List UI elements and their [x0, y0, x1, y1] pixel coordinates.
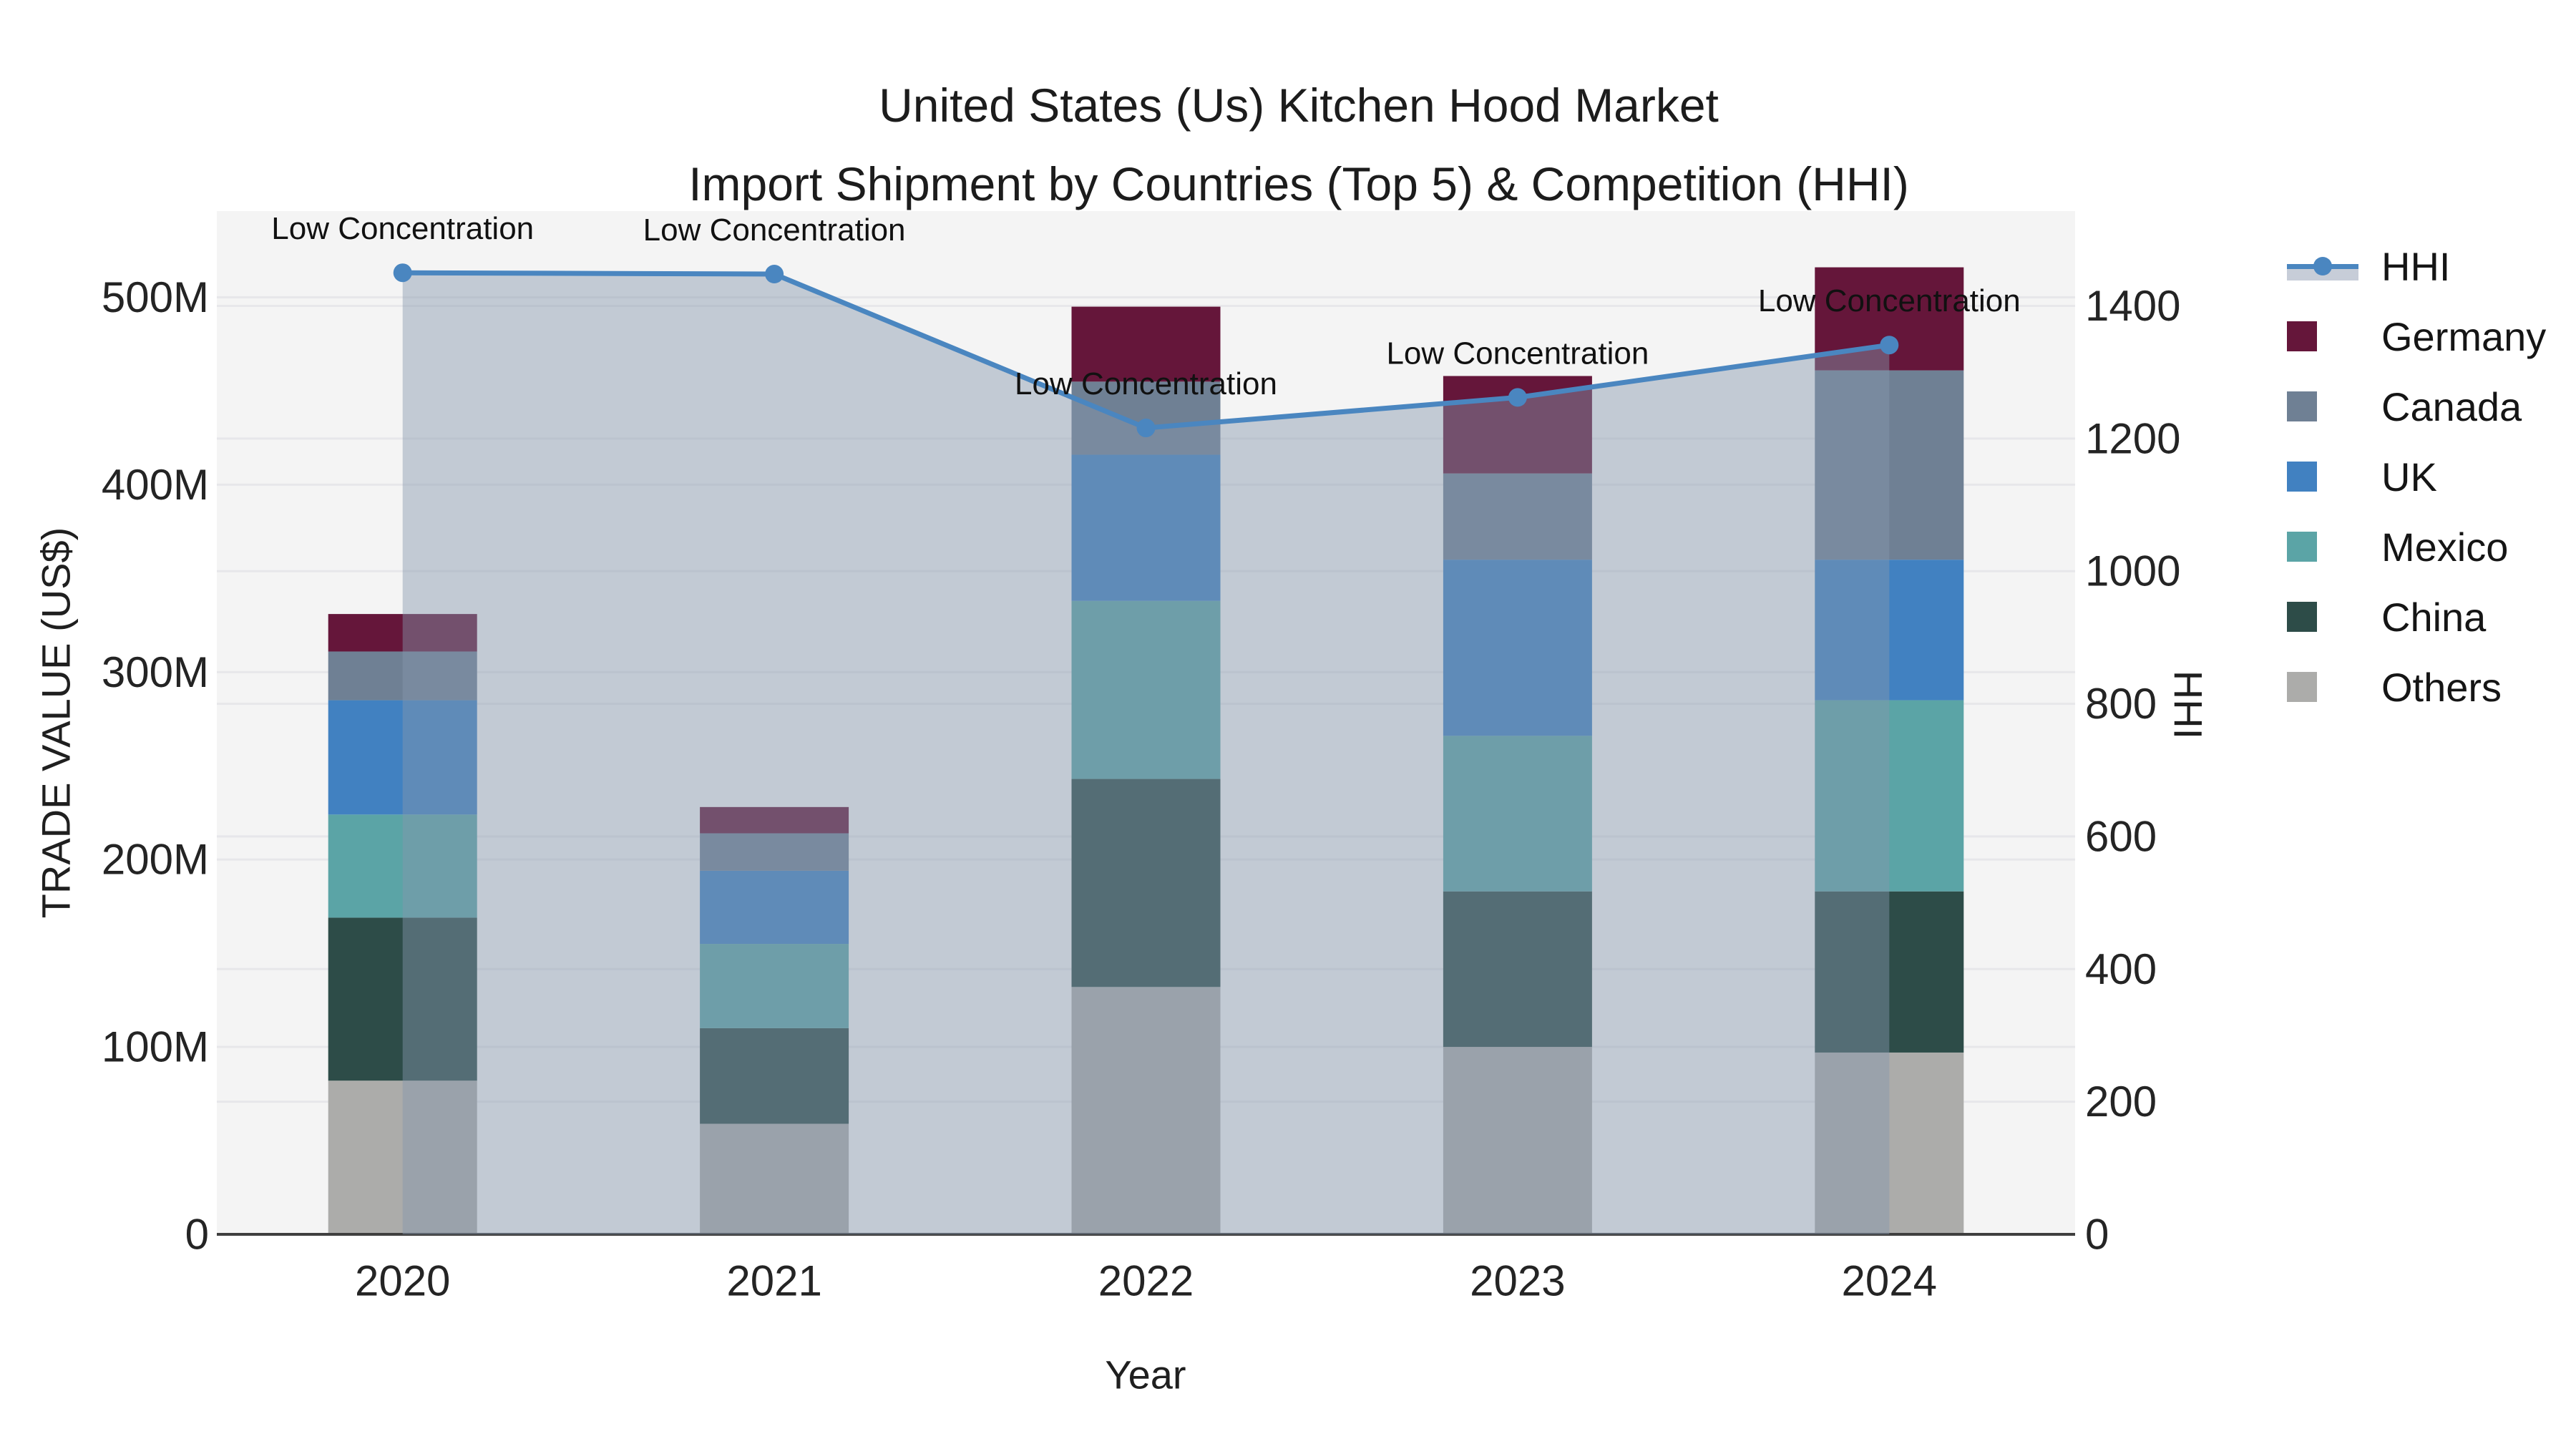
bar-segment-uk-2024: [1815, 560, 1964, 701]
x-axis-tick-label: 2022: [1098, 1257, 1194, 1305]
right-axis-tick-label: 1000: [2085, 547, 2180, 595]
left-axis-tick-label: 500M: [102, 273, 209, 321]
bar-segment-mexico-2022: [1071, 600, 1221, 779]
legend-item-canada[interactable]: Canada: [2287, 371, 2546, 441]
bar-segment-mexico-2021: [700, 944, 849, 1028]
bar-segment-canada-2020: [328, 651, 477, 701]
bar-segment-others-2020: [328, 1080, 477, 1234]
gridline-left-axis: [217, 296, 2075, 298]
left-axis-tick-label: 300M: [102, 648, 209, 696]
annotation-2021: Low Concentration: [643, 213, 906, 248]
legend-label: Mexico: [2381, 524, 2509, 570]
left-axis-tick-label: 200M: [102, 836, 209, 884]
bar-segment-china-2021: [700, 1028, 849, 1124]
hhi-line-sample-icon: [2287, 249, 2358, 283]
legend-label: Canada: [2381, 384, 2522, 429]
chart-title: United States (Us) Kitchen Hood Market I…: [11, 66, 2576, 223]
others-color-swatch-icon: [2287, 672, 2317, 702]
bar-segment-germany-2022: [1071, 306, 1221, 382]
bar-segment-others-2023: [1443, 1047, 1592, 1234]
left-axis-tick-label: 0: [185, 1211, 209, 1259]
x-axis-title: Year: [1105, 1352, 1186, 1397]
bar-segment-others-2024: [1815, 1052, 1964, 1234]
legend-label: China: [2381, 594, 2487, 640]
bar-segment-germany-2021: [700, 806, 849, 834]
hhi-marker-2021: [765, 265, 784, 284]
bar-segment-china-2024: [1815, 891, 1964, 1053]
bar-segment-mexico-2024: [1815, 700, 1964, 892]
legend-label: Germany: [2381, 313, 2547, 359]
legend-item-others[interactable]: Others: [2287, 652, 2546, 722]
left-axis-title: TRADE VALUE (US$): [33, 527, 79, 919]
legend-label: UK: [2381, 454, 2437, 499]
bar-segment-uk-2022: [1071, 454, 1221, 601]
bar-segment-mexico-2020: [328, 814, 477, 918]
right-axis-tick-label: 600: [2085, 812, 2157, 860]
uk-color-swatch-icon: [2287, 462, 2317, 492]
annotation-2024: Low Concentration: [1758, 283, 2021, 318]
bar-segment-germany-2020: [328, 614, 477, 652]
annotation-2023: Low Concentration: [1386, 336, 1649, 371]
hhi-marker-2023: [1508, 388, 1527, 407]
germany-color-swatch-icon: [2287, 321, 2317, 351]
hhi-marker-2024: [1880, 336, 1899, 355]
x-axis-baseline: [217, 1233, 2075, 1236]
bar-segment-china-2023: [1443, 891, 1592, 1048]
bar-segment-mexico-2023: [1443, 736, 1592, 892]
bar-segment-others-2021: [700, 1123, 849, 1234]
left-axis-tick-label: 400M: [102, 461, 209, 509]
hhi-marker-2020: [393, 263, 412, 283]
bar-segment-china-2020: [328, 917, 477, 1081]
right-axis-tick-label: 800: [2085, 680, 2157, 728]
legend-item-china[interactable]: China: [2287, 582, 2546, 652]
bar-segment-canada-2024: [1815, 370, 1964, 560]
legend: HHI Germany Canada UK Mexico China Others: [2287, 231, 2546, 722]
mexico-color-swatch-icon: [2287, 532, 2317, 562]
x-axis-tick-label: 2020: [355, 1257, 450, 1305]
hhi-marker-2022: [1136, 419, 1156, 438]
canada-color-swatch-icon: [2287, 391, 2317, 421]
bar-segment-china-2022: [1071, 779, 1221, 987]
chart-title-line2: Import Shipment by Countries (Top 5) & C…: [688, 157, 1909, 210]
legend-item-germany[interactable]: Germany: [2287, 301, 2546, 371]
bar-segment-canada-2022: [1071, 381, 1221, 455]
legend-item-mexico[interactable]: Mexico: [2287, 512, 2546, 582]
x-axis-tick-label: 2021: [726, 1257, 821, 1305]
x-axis-tick-label: 2024: [1842, 1257, 1937, 1305]
right-axis-tick-label: 0: [2085, 1211, 2109, 1259]
bar-segment-canada-2021: [700, 833, 849, 871]
legend-item-uk[interactable]: UK: [2287, 441, 2546, 512]
bar-segment-others-2022: [1071, 987, 1221, 1234]
china-color-swatch-icon: [2287, 602, 2317, 632]
right-axis-title: HHI: [2165, 670, 2211, 740]
gridline-right-axis: [217, 305, 2075, 308]
chart-title-line1: United States (Us) Kitchen Hood Market: [879, 79, 1719, 132]
bar-segment-uk-2023: [1443, 560, 1592, 736]
hhi-marker-sample: [2313, 257, 2332, 275]
legend-label: HHI: [2381, 243, 2451, 289]
hhi-area-fill: [402, 273, 1890, 1235]
annotation-2022: Low Concentration: [1015, 366, 1277, 401]
right-axis-tick-label: 400: [2085, 945, 2157, 993]
right-axis-tick-label: 1400: [2085, 282, 2180, 330]
bar-segment-uk-2021: [700, 870, 849, 945]
annotation-2020: Low Concentration: [271, 211, 534, 246]
right-axis-tick-label: 200: [2085, 1078, 2157, 1126]
right-axis-tick-label: 1200: [2085, 414, 2180, 462]
bar-segment-uk-2020: [328, 700, 477, 815]
legend-label: Others: [2381, 664, 2502, 710]
legend-item-hhi[interactable]: HHI: [2287, 231, 2546, 301]
x-axis-tick-label: 2023: [1470, 1257, 1565, 1305]
bar-segment-canada-2023: [1443, 473, 1592, 560]
left-axis-tick-label: 100M: [102, 1023, 209, 1071]
